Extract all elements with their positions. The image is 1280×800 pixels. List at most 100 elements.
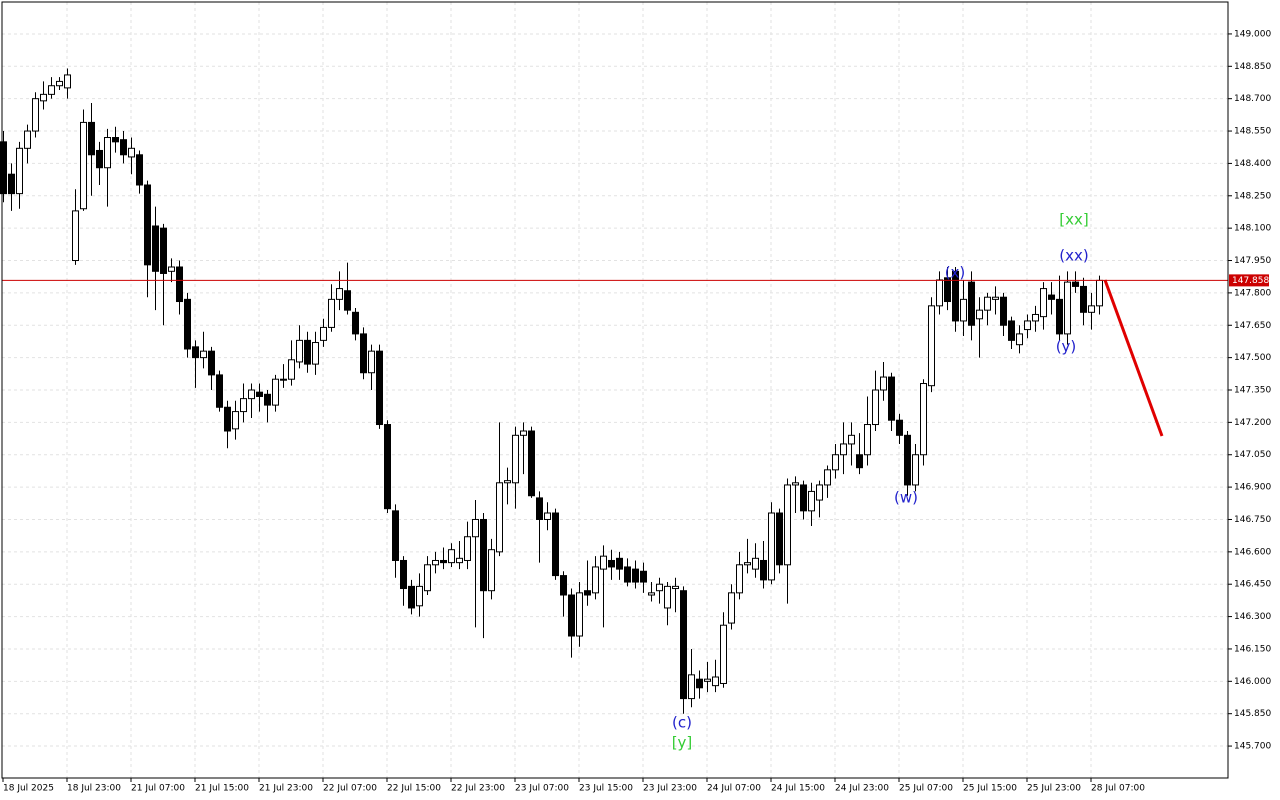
candle-body [1008,320,1015,341]
candle-body [736,564,743,594]
candle-body [1080,285,1087,313]
candle-body [408,585,415,609]
candle-body [560,575,567,596]
candle-body [248,389,255,400]
candle-body [992,296,999,300]
wave-label: (c) [672,714,692,732]
candle-body [960,298,967,322]
y-tick-label: 146.300 [1234,612,1271,622]
candle-body [536,497,543,520]
x-tick-label: 18 Jul 2025 [3,784,54,794]
candle-body [712,676,719,687]
y-tick-label: 146.900 [1234,483,1271,493]
candle-body [368,350,375,374]
candle-body [968,281,975,326]
y-tick-label: 148.250 [1234,191,1271,201]
candle-body [184,298,191,350]
candle-body [1072,281,1079,287]
y-tick-label: 146.600 [1234,547,1271,557]
y-tick-label: 147.200 [1234,418,1271,428]
candle-body [928,305,935,387]
candle-body [512,434,519,484]
candle-body [80,121,87,210]
candle-body [760,559,767,581]
candle-body [96,149,103,169]
candle-body [640,570,647,583]
candle-body [296,339,303,363]
candle-body [88,121,95,156]
candle-body [488,549,495,592]
candle-body [336,288,343,300]
candle-body [32,98,39,132]
x-tick-label: 25 Jul 23:00 [1027,784,1081,794]
candle-body [192,346,199,359]
x-tick-label: 23 Jul 07:00 [515,784,569,794]
candle-body [200,350,207,359]
candle-body [504,480,511,484]
candle-body [624,566,631,583]
candle-body [136,154,143,186]
candle-body [256,391,263,397]
candle-body [120,139,127,156]
wave-label: (xx) [1059,247,1088,265]
candle-body [1056,298,1063,335]
x-tick-label: 18 Jul 23:00 [67,784,121,794]
candle-body [480,518,487,592]
candle-body [152,225,159,272]
candle-body [592,566,599,594]
y-tick-label: 147.050 [1234,450,1271,460]
wave-label: (x) [945,264,966,282]
candle-body [1024,320,1031,331]
candle-body [464,536,471,561]
candle-body [864,424,871,456]
candle-body [1032,313,1039,322]
wave-label: [y] [672,734,693,752]
candle-body [688,674,695,700]
x-tick-label: 22 Jul 07:00 [323,784,377,794]
candle-body [904,434,911,486]
candle-body [944,277,951,303]
candle-body [880,376,887,391]
candle-body [24,130,31,149]
candle-body [208,350,215,376]
candle-body [920,383,927,456]
candle-body [320,326,327,341]
candle-body [1096,279,1103,307]
candle-body [520,430,527,436]
y-tick-label: 146.750 [1234,515,1271,525]
candle-body [232,411,239,430]
y-tick-label: 145.850 [1234,709,1271,719]
candle-body [848,434,855,445]
x-tick-label: 24 Jul 23:00 [835,784,889,794]
candles [0,68,1103,714]
x-tick-label: 23 Jul 15:00 [579,784,633,794]
candle-body [112,137,119,143]
candle-body [472,518,479,538]
candle-body [1088,305,1095,313]
candle-body [280,378,287,381]
candle-body [40,93,47,102]
candle-body [744,562,751,566]
candle-body [1040,288,1047,318]
y-tick-label: 145.700 [1234,742,1271,752]
candle-body [936,279,943,307]
candle-body [424,564,431,592]
candle-body [784,484,791,566]
candle-body [752,557,759,570]
y-tick-label: 148.850 [1234,62,1271,72]
overlay: 147.858 [xx] (xx) (x) (y) (w) (c) [y] [2,211,1269,752]
candle-body [664,585,671,609]
candle-body [808,490,815,512]
candle-body [288,359,295,380]
candle-body [168,266,175,272]
wave-label: (y) [1056,338,1077,356]
y-tick-label: 148.700 [1234,94,1271,104]
candle-body [176,266,183,303]
candle-body [456,557,463,564]
y-tick-label: 147.950 [1234,256,1271,266]
candle-body [608,559,615,568]
candle-body [144,184,151,266]
candle-body [552,512,559,577]
candle-body [496,482,503,553]
